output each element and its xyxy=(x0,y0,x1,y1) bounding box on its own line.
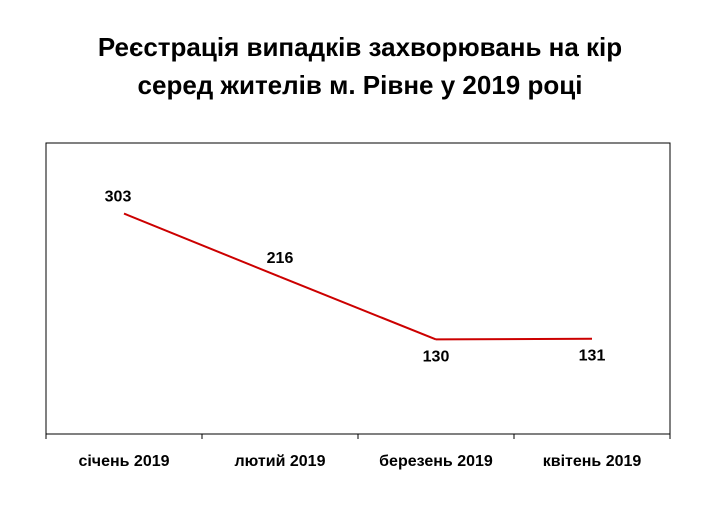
x-tick-label: квітень 2019 xyxy=(543,453,642,470)
x-tick-label: березень 2019 xyxy=(379,453,493,470)
x-axis-labels: січень 2019 лютий 2019 березень 2019 квітен… xyxy=(78,453,641,470)
data-label: 130 xyxy=(423,348,450,365)
chart-title: Реєстрація випадків захворювань на кір с… xyxy=(0,28,720,104)
data-label: 131 xyxy=(579,348,606,365)
x-tick-label: січень 2019 xyxy=(78,453,169,470)
x-tick-label: лютий 2019 xyxy=(235,453,326,470)
data-labels: 303 216 130 131 xyxy=(105,189,606,366)
chart-title-line-2: серед жителів м. Рівне у 2019 році xyxy=(137,70,583,100)
data-label: 303 xyxy=(105,189,132,206)
series-line-segment xyxy=(123,212,281,278)
series-line-segment xyxy=(435,337,593,341)
data-label: 216 xyxy=(267,250,294,267)
plot-area-frame xyxy=(45,142,671,435)
series-line xyxy=(123,212,593,341)
x-axis-ticks xyxy=(45,434,671,439)
series-line-segment xyxy=(279,275,437,341)
chart-title-line-1: Реєстрація випадків захворювань на кір xyxy=(97,32,623,62)
